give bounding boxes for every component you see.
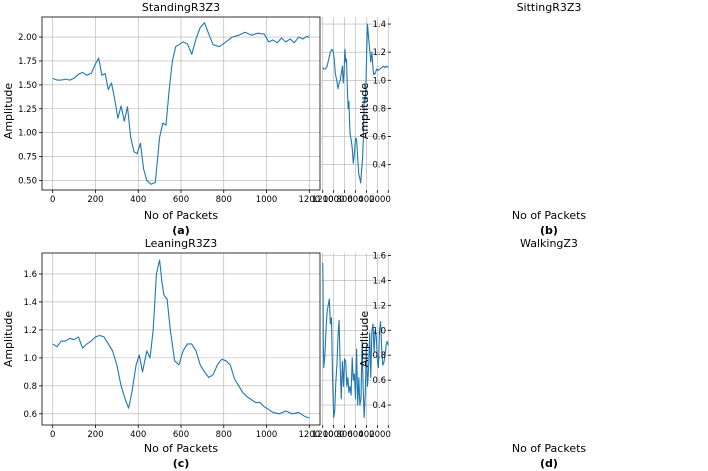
y-tick-label: 1.0: [372, 326, 386, 336]
chart-title: WalkingZ3: [520, 237, 578, 250]
x-tick-label: 600: [347, 430, 363, 440]
y-axis-label: Amplitude: [358, 311, 371, 368]
x-tick-label: 600: [173, 195, 189, 205]
x-tick-label: 800: [336, 430, 352, 440]
x-tick-label: 600: [173, 430, 189, 440]
series-line: [322, 23, 389, 184]
series-line: [322, 262, 389, 419]
x-tick-label: 1200: [298, 195, 320, 205]
series-line: [52, 259, 310, 419]
y-axis-label: Amplitude: [2, 311, 15, 368]
x-tick-label: 600: [347, 195, 363, 205]
y-tick-label: 1.00: [18, 129, 37, 139]
x-tick-label: 1200: [312, 195, 334, 205]
y-tick-label: 0.8: [372, 104, 386, 114]
chart-title: StandingR3Z3: [142, 1, 220, 14]
y-axis-label: Amplitude: [358, 83, 371, 140]
x-axis-label: No of Packets: [144, 442, 219, 455]
x-tick-label: 0: [50, 195, 55, 205]
x-tick-label: 200: [87, 430, 103, 440]
x-tick-label: 800: [216, 195, 232, 205]
y-tick-label: 2.00: [18, 33, 37, 43]
y-tick-label: 1.75: [18, 57, 37, 67]
x-tick-label: 800: [216, 430, 232, 440]
y-tick-label: 1.2: [372, 48, 386, 58]
x-tick-label: 1000: [323, 195, 345, 205]
x-tick-label: 0: [386, 195, 391, 205]
y-tick-label: 1.25: [18, 105, 37, 115]
panel-label: (b): [540, 224, 558, 237]
series-line: [52, 22, 310, 185]
x-tick-label: 0: [50, 430, 55, 440]
panel-label: (c): [173, 457, 190, 470]
chart-title: SittingR3Z3: [517, 1, 582, 14]
y-tick-label: 1.4: [23, 298, 37, 308]
x-tick-label: 1000: [323, 430, 345, 440]
y-tick-label: 1.0: [372, 76, 386, 86]
y-tick-label: 1.0: [23, 354, 37, 364]
x-tick-label: 400: [358, 195, 374, 205]
panel-label: (a): [172, 224, 189, 237]
panel-label: (d): [540, 457, 558, 470]
chart-title: LeaningR3Z3: [145, 237, 218, 250]
y-tick-label: 1.6: [23, 270, 37, 280]
y-tick-label: 0.50: [18, 176, 37, 186]
x-tick-label: 400: [130, 430, 146, 440]
y-tick-label: 0.6: [372, 376, 386, 386]
y-tick-label: 1.50: [18, 81, 37, 91]
y-tick-label: 1.4: [372, 20, 386, 30]
y-tick-label: 0.6: [23, 410, 37, 420]
x-tick-label: 200: [369, 430, 385, 440]
x-tick-label: 800: [336, 195, 352, 205]
y-tick-label: 1.6: [372, 251, 386, 261]
y-axis-label: Amplitude: [2, 83, 15, 140]
x-axis-label: No of Packets: [512, 442, 587, 455]
panel-b: SittingR3Z3 No of Packets Amplitude (b) …: [312, 1, 586, 237]
y-tick-label: 0.75: [18, 153, 37, 163]
y-tick-label: 1.2: [23, 326, 37, 336]
x-tick-label: 200: [87, 195, 103, 205]
x-tick-label: 400: [358, 430, 374, 440]
x-tick-label: 1000: [256, 430, 278, 440]
x-tick-label: 200: [369, 195, 385, 205]
y-tick-label: 0.6: [372, 133, 386, 143]
y-tick-label: 0.8: [372, 351, 386, 361]
y-tick-label: 0.4: [372, 401, 386, 411]
panel-d: WalkingZ3 No of Packets Amplitude (d) 02…: [312, 237, 586, 470]
y-tick-label: 1.4: [372, 276, 386, 286]
x-tick-label: 400: [130, 195, 146, 205]
x-tick-label: 1200: [312, 430, 334, 440]
y-tick-label: 0.8: [23, 382, 37, 392]
panel-c: LeaningR3Z3 No of Packets Amplitude (c) …: [2, 237, 321, 470]
x-tick-label: 1200: [298, 430, 320, 440]
y-tick-label: 1.2: [372, 301, 386, 311]
x-axis-label: No of Packets: [144, 209, 219, 222]
x-tick-label: 1000: [256, 195, 278, 205]
x-tick-label: 0: [386, 430, 391, 440]
y-tick-label: 0.4: [372, 161, 386, 171]
x-axis-label: No of Packets: [512, 209, 587, 222]
panel-a: StandingR3Z3 No of Packets Amplitude (a)…: [2, 1, 321, 237]
